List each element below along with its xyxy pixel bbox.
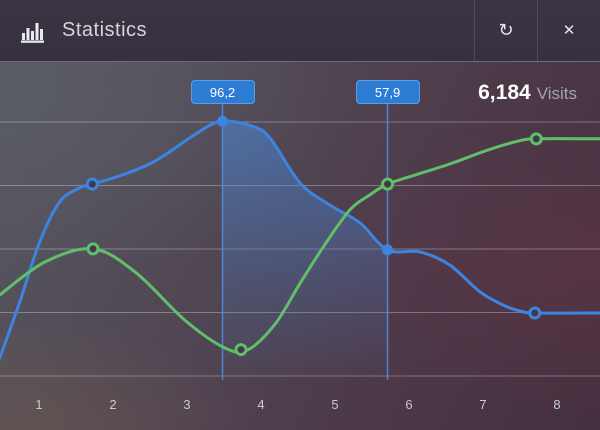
close-button[interactable]: ✕ (537, 0, 600, 62)
value-tooltip-2: 57,9 (355, 80, 420, 104)
page-title: Statistics (62, 19, 148, 41)
close-icon: ✕ (562, 21, 576, 39)
data-point[interactable] (528, 306, 542, 320)
visits-label: Visits (536, 84, 577, 103)
header: Statistics ↻ ✕ (0, 0, 600, 62)
highlight-area-fill (222, 120, 388, 376)
data-point[interactable] (529, 132, 543, 146)
bar-chart-icon (21, 22, 44, 43)
data-point[interactable] (234, 343, 248, 357)
series-line-green (0, 137, 600, 354)
series-line-blue (0, 119, 600, 360)
data-point-selected[interactable] (382, 244, 394, 256)
data-point[interactable] (381, 177, 395, 191)
header-title-group: Statistics (0, 19, 474, 43)
refresh-icon: ↻ (498, 19, 514, 41)
refresh-button[interactable]: ↻ (474, 0, 537, 62)
data-point[interactable] (86, 242, 100, 256)
value-tooltip-1: 96,2 (190, 80, 255, 104)
data-point[interactable] (85, 177, 99, 191)
visits-value: 6,184 (478, 81, 531, 104)
data-point-selected[interactable] (217, 115, 229, 127)
chart-canvas[interactable] (0, 62, 600, 430)
visits-stat: 6,184 Visits (478, 81, 577, 105)
